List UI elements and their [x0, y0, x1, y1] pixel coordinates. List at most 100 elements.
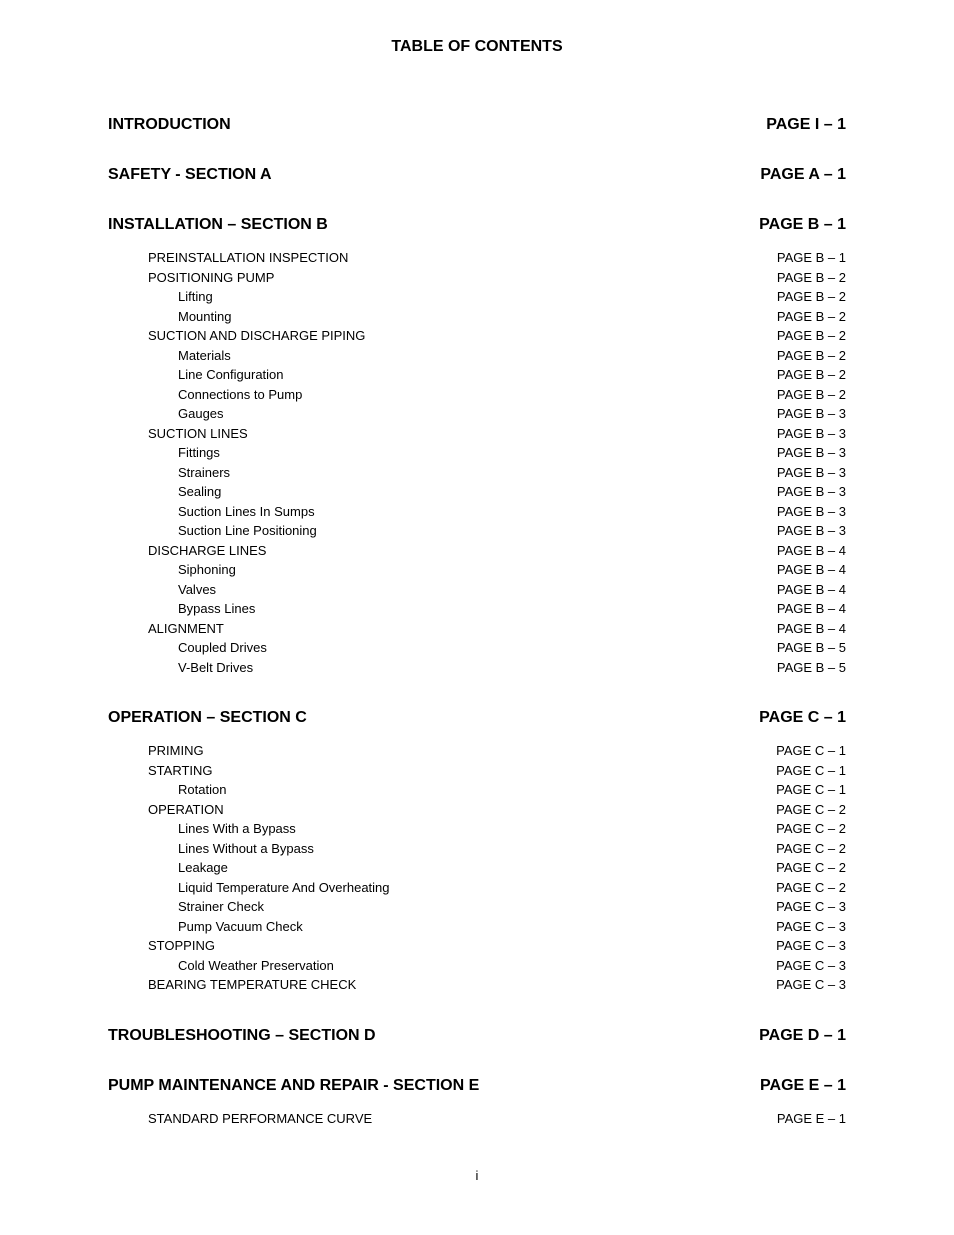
toc-entry: Lines With a Bypass PAGE C – 2: [148, 819, 846, 839]
toc-entry-page: PAGE C – 2: [746, 878, 846, 898]
toc-entry: STARTING PAGE C – 1: [148, 761, 846, 781]
toc-entry-label: Suction Line Positioning: [178, 521, 317, 541]
toc-entry: Liquid Temperature And Overheating PAGE C…: [148, 878, 846, 898]
toc-entry: SiphoningPAGE B – 4: [148, 560, 846, 580]
toc-entry-page: PAGE C – 3: [746, 917, 846, 937]
toc-entry-label: TROUBLESHOOTING – SECTION D: [108, 1027, 376, 1045]
toc-entry-label: Pump Vacuum Check: [178, 917, 303, 937]
toc-entry: Bypass Lines PAGE B – 4: [148, 599, 846, 619]
toc-entry-page: PAGE A – 1: [736, 166, 846, 184]
toc-entry: PRIMINGPAGE C – 1: [148, 741, 846, 761]
toc-section-heading: SAFETY - SECTION APAGE A – 1: [108, 166, 846, 184]
toc-entry-label: Cold Weather Preservation: [178, 956, 334, 976]
toc-entry: DISCHARGE LINESPAGE B – 4: [148, 541, 846, 561]
toc-entry-page: PAGE C – 3: [746, 975, 846, 995]
toc-entry: STANDARD PERFORMANCE CURVEPAGE E – 1: [148, 1109, 846, 1129]
toc-entry-label: INSTALLATION – SECTION B: [108, 216, 328, 234]
toc-entry-label: STARTING: [148, 761, 213, 781]
toc-entry-page: PAGE B – 4: [746, 580, 846, 600]
toc-entry-page: PAGE C – 2: [746, 800, 846, 820]
toc-entry-page: PAGE C – 3: [746, 897, 846, 917]
toc-entry: ALIGNMENTPAGE B – 4: [148, 619, 846, 639]
toc-section-heading: PUMP MAINTENANCE AND REPAIR - SECTION E P…: [108, 1077, 846, 1095]
toc-entry-label: Gauges: [178, 404, 224, 424]
toc-entry-label: Materials: [178, 346, 231, 366]
toc-entry-label: Fittings: [178, 443, 220, 463]
toc-entry: GaugesPAGE B – 3: [148, 404, 846, 424]
toc-entry-page: PAGE B – 2: [746, 365, 846, 385]
toc-entry-label: Leakage: [178, 858, 228, 878]
toc-entry-page: PAGE B – 2: [746, 268, 846, 288]
toc-entry-label: Lifting: [178, 287, 213, 307]
toc-entry-label: Connections to Pump: [178, 385, 302, 405]
toc-entry-page: PAGE C – 1: [746, 780, 846, 800]
toc-entry-label: POSITIONING PUMP: [148, 268, 274, 288]
toc-entry-page: PAGE C – 3: [746, 936, 846, 956]
toc-entry-label: SUCTION LINES: [148, 424, 248, 444]
toc-title: TABLE OF CONTENTS: [108, 38, 846, 56]
toc-entry-label: Bypass Lines: [178, 599, 255, 619]
toc-entry-label: Liquid Temperature And Overheating: [178, 878, 390, 898]
toc-container: INTRODUCTION PAGE I – 1 SAFETY - SECTION A…: [108, 116, 846, 1128]
toc-section-heading: INSTALLATION – SECTION B PAGE B – 1: [108, 216, 846, 234]
toc-entry-label: SUCTION AND DISCHARGE PIPING: [148, 326, 365, 346]
toc-entry-page: PAGE B – 3: [746, 502, 846, 522]
toc-entry: SUCTION AND DISCHARGE PIPING PAGE B – 2: [148, 326, 846, 346]
toc-entry-page: PAGE B – 2: [746, 307, 846, 327]
toc-entry-page: PAGE C – 1: [746, 761, 846, 781]
toc-entry-page: PAGE B – 2: [746, 326, 846, 346]
toc-entry-page: PAGE B – 2: [746, 385, 846, 405]
toc-entry-page: PAGE D – 1: [736, 1027, 846, 1045]
toc-entry-page: PAGE C – 2: [746, 858, 846, 878]
toc-entry-label: Lines Without a Bypass: [178, 839, 314, 859]
toc-section-heading: TROUBLESHOOTING – SECTION D PAGE D – 1: [108, 1027, 846, 1045]
toc-entry-page: PAGE B – 3: [746, 424, 846, 444]
toc-entry-page: PAGE C – 3: [746, 956, 846, 976]
toc-entry-page: PAGE B – 1: [736, 216, 846, 234]
toc-entry-page: PAGE B – 3: [746, 482, 846, 502]
toc-entry-label: Lines With a Bypass: [178, 819, 296, 839]
toc-entry-label: Sealing: [178, 482, 221, 502]
toc-entry-label: PUMP MAINTENANCE AND REPAIR - SECTION E: [108, 1077, 479, 1095]
toc-entry: Connections to Pump PAGE B – 2: [148, 385, 846, 405]
toc-entry-page: PAGE I – 1: [736, 116, 846, 134]
toc-entry: V-Belt DrivesPAGE B – 5: [148, 658, 846, 678]
toc-entry-page: PAGE E – 1: [746, 1109, 846, 1129]
toc-entry: STOPPING PAGE C – 3: [148, 936, 846, 956]
toc-entry: Cold Weather Preservation PAGE C – 3: [148, 956, 846, 976]
toc-entry-label: OPERATION: [148, 800, 224, 820]
toc-entry-label: Coupled Drives: [178, 638, 267, 658]
toc-entry: Lines Without a BypassPAGE C – 2: [148, 839, 846, 859]
toc-entry-label: STOPPING: [148, 936, 215, 956]
toc-entry-label: Strainer Check: [178, 897, 264, 917]
toc-entry-page: PAGE B – 4: [746, 599, 846, 619]
toc-entry: Lifting PAGE B – 2: [148, 287, 846, 307]
page-number: i: [108, 1168, 846, 1183]
toc-entry: Pump Vacuum Check PAGE C – 3: [148, 917, 846, 937]
toc-entry-page: PAGE B – 5: [746, 638, 846, 658]
toc-entry: SUCTION LINES PAGE B – 3: [148, 424, 846, 444]
toc-entry: ValvesPAGE B – 4: [148, 580, 846, 600]
toc-entry-page: PAGE B – 3: [746, 463, 846, 483]
toc-entry: Line ConfigurationPAGE B – 2: [148, 365, 846, 385]
toc-entry-page: PAGE B – 2: [746, 287, 846, 307]
toc-entry-page: PAGE B – 5: [746, 658, 846, 678]
toc-entry-page: PAGE C – 1: [736, 709, 846, 727]
toc-entry-page: PAGE B – 4: [746, 619, 846, 639]
toc-entry: POSITIONING PUMP PAGE B – 2: [148, 268, 846, 288]
toc-entry: BEARING TEMPERATURE CHECKPAGE C – 3: [148, 975, 846, 995]
toc-entry-page: PAGE E – 1: [736, 1077, 846, 1095]
toc-entry-page: PAGE B – 3: [746, 521, 846, 541]
toc-entry-label: Siphoning: [178, 560, 236, 580]
toc-entry: PREINSTALLATION INSPECTIONPAGE B – 1: [148, 248, 846, 268]
toc-entry: Sealing PAGE B – 3: [148, 482, 846, 502]
toc-entry: Leakage PAGE C – 2: [148, 858, 846, 878]
toc-entry-page: PAGE C – 2: [746, 819, 846, 839]
toc-entry-label: INTRODUCTION: [108, 116, 231, 134]
toc-entry-page: PAGE B – 3: [746, 443, 846, 463]
toc-entry-page: PAGE B – 2: [746, 346, 846, 366]
toc-entry-label: Mounting: [178, 307, 231, 327]
toc-section-heading: OPERATION – SECTION CPAGE C – 1: [108, 709, 846, 727]
toc-entry: RotationPAGE C – 1: [148, 780, 846, 800]
toc-entry-label: PRIMING: [148, 741, 204, 761]
